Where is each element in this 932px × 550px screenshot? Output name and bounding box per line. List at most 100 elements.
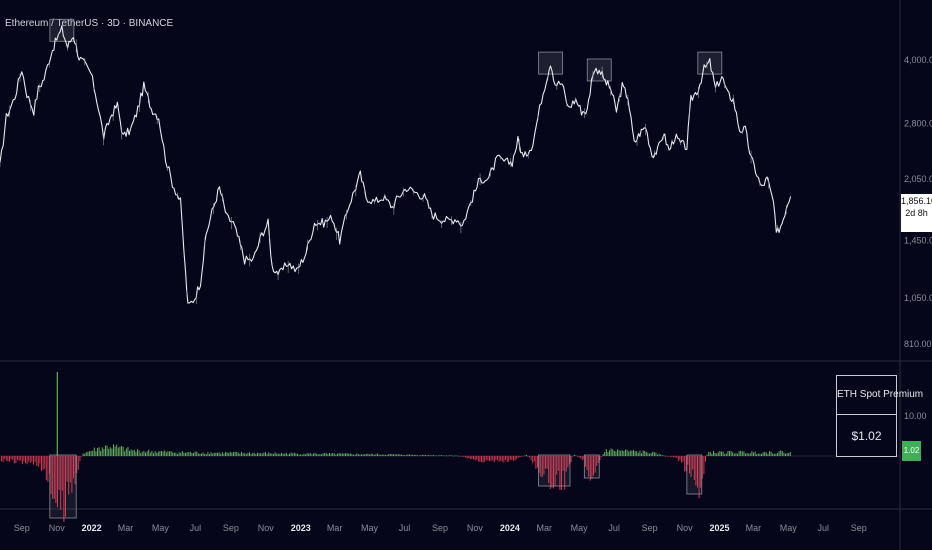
premium-bar	[327, 453, 329, 456]
premium-bar	[325, 453, 327, 456]
premium-bar	[684, 456, 686, 472]
premium-bar	[42, 456, 44, 470]
premium-bar	[431, 455, 433, 456]
time-tick-label: Nov	[677, 523, 694, 533]
premium-bar	[649, 453, 650, 456]
premium-bar	[266, 454, 268, 456]
premium-bar	[362, 454, 364, 456]
premium-bar	[709, 451, 711, 456]
premium-bar	[530, 456, 532, 461]
premium-bar	[77, 456, 79, 470]
premium-bar	[425, 455, 426, 456]
premium-bar	[127, 446, 129, 456]
premium-bar	[687, 456, 689, 465]
premium-bar	[407, 454, 409, 456]
premium-bar	[167, 451, 169, 456]
premium-bar	[148, 449, 150, 456]
premium-bar	[693, 456, 695, 480]
premium-bar	[132, 450, 134, 456]
premium-bar	[217, 452, 218, 456]
premium-bar	[285, 452, 287, 456]
premium-bar	[383, 454, 385, 456]
price-tick-label: 4,000.00	[904, 55, 932, 65]
premium-bar	[413, 455, 415, 456]
premium-bar	[733, 453, 735, 456]
premium-bar	[265, 452, 266, 456]
premium-bar	[28, 456, 30, 462]
premium-bar	[345, 453, 346, 456]
premium-bar	[39, 456, 41, 464]
premium-bar	[57, 456, 58, 508]
premium-bar	[74, 456, 76, 485]
premium-bar	[257, 452, 258, 456]
premium-bar	[508, 456, 510, 462]
premium-bar	[700, 456, 702, 488]
premium-bar	[697, 456, 698, 488]
premium-bar	[164, 450, 166, 456]
premium-bar	[695, 456, 697, 486]
premium-bar	[180, 452, 182, 456]
premium-bar	[650, 453, 652, 456]
premium-bar	[748, 453, 750, 456]
premium-bar	[293, 452, 295, 456]
premium-bar	[482, 456, 484, 463]
premium-bar	[52, 456, 54, 499]
premium-bar	[389, 454, 391, 456]
premium-bar	[524, 455, 526, 457]
premium-bar	[621, 450, 623, 456]
premium-bar	[137, 449, 138, 456]
premium-bar	[226, 452, 228, 456]
premium-bar	[442, 455, 444, 456]
premium-bar	[394, 454, 396, 456]
premium-bar	[269, 453, 271, 456]
premium-bar	[593, 456, 594, 476]
premium-bar	[396, 454, 398, 456]
premium-bar	[193, 452, 194, 456]
premium-bar	[333, 453, 335, 456]
premium-bar	[546, 456, 548, 469]
premium-bar	[778, 451, 780, 456]
premium-bar	[628, 451, 630, 456]
premium-bar	[527, 455, 529, 457]
premium-bar	[348, 453, 350, 456]
premium-bar	[5, 456, 7, 461]
premium-bar	[543, 456, 545, 475]
premium-bar	[477, 456, 479, 462]
premium-bar	[761, 453, 762, 456]
premium-bar	[769, 451, 770, 456]
premium-bar	[665, 455, 666, 457]
premium-bar	[559, 456, 561, 490]
price-peak-box	[538, 51, 563, 75]
premium-bar	[33, 456, 34, 465]
premium-bar	[372, 454, 374, 456]
premium-bar	[124, 451, 126, 456]
premium-highlight-box	[49, 454, 77, 519]
premium-bar	[437, 455, 439, 456]
premium-bar	[746, 453, 748, 456]
premium-bar	[119, 446, 121, 456]
premium-bar	[474, 456, 476, 461]
premium-bar	[129, 450, 130, 456]
premium-bar	[655, 452, 657, 456]
premium-bar	[721, 451, 722, 456]
premium-bar	[97, 447, 98, 456]
premium-bar	[26, 456, 28, 465]
premium-bar	[466, 456, 468, 459]
premium-bar	[703, 456, 705, 475]
premium-bar	[737, 453, 738, 456]
premium-bar	[501, 456, 503, 462]
premium-bar	[589, 456, 591, 481]
premium-bar	[698, 456, 700, 499]
premium-bar	[241, 451, 242, 456]
premium-bar	[705, 456, 706, 462]
premium-bar	[633, 450, 634, 456]
premium-bar	[386, 454, 388, 456]
premium-bar	[569, 456, 570, 465]
premium-bar	[439, 455, 441, 456]
premium-bar	[644, 450, 646, 456]
premium-bar	[417, 455, 418, 456]
premium-bar	[181, 451, 183, 456]
premium-bar	[473, 456, 474, 460]
time-axis[interactable]: Sep Nov 2022 Mar May Jul Sep Nov 2023 Mar May Jul Se…	[14, 523, 867, 533]
